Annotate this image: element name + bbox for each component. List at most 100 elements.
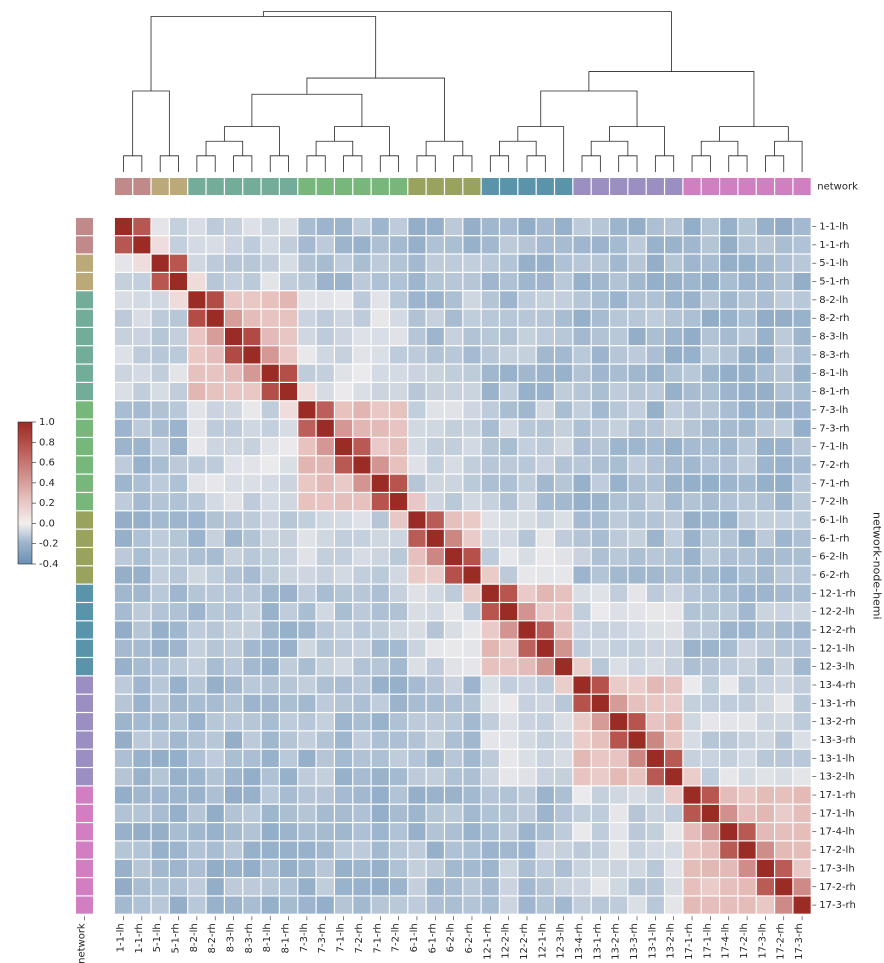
heatmap-cell <box>280 548 297 565</box>
heatmap-cell <box>537 236 554 253</box>
heatmap-cell <box>298 383 315 400</box>
heatmap-cell <box>610 621 627 638</box>
heatmap-cell <box>298 255 315 272</box>
heatmap-cell <box>262 621 279 638</box>
heatmap-cell <box>739 860 756 877</box>
heatmap-cell <box>207 310 224 327</box>
heatmap-cell <box>225 695 242 712</box>
heatmap-cell <box>518 897 535 914</box>
heatmap-cell <box>317 768 334 785</box>
y-tick-label: 8-1-rh <box>819 387 849 398</box>
heatmap-cell <box>133 566 150 583</box>
heatmap-cell <box>280 493 297 510</box>
heatmap-cell <box>794 676 811 693</box>
heatmap-cell <box>463 475 480 492</box>
heatmap-cell <box>537 585 554 602</box>
heatmap-cell <box>152 621 169 638</box>
heatmap-cell <box>152 786 169 803</box>
heatmap-cell <box>133 750 150 767</box>
heatmap-cell <box>152 255 169 272</box>
heatmap-cell <box>372 493 389 510</box>
dendrogram-top <box>124 12 803 172</box>
heatmap-cell <box>610 878 627 895</box>
heatmap-cell <box>207 897 224 914</box>
heatmap-cell <box>170 255 187 272</box>
heatmap-cell <box>702 566 719 583</box>
heatmap-cell <box>115 566 132 583</box>
heatmap-cell <box>518 768 535 785</box>
heatmap-cell <box>665 878 682 895</box>
heatmap-cell <box>445 603 462 620</box>
y-tick-label: 7-2-lh <box>819 497 848 508</box>
heatmap-cell <box>335 511 352 528</box>
heatmap-cell <box>243 897 260 914</box>
x-tick-label: 17-2-lh <box>739 923 750 958</box>
colorbar-tick-label: -0.2 <box>39 539 59 550</box>
heatmap-cell <box>775 585 792 602</box>
heatmap-cell <box>482 456 499 473</box>
heatmap-cell <box>610 640 627 657</box>
heatmap-cell <box>463 603 480 620</box>
heatmap-cell <box>537 438 554 455</box>
heatmap-cell <box>390 420 407 437</box>
heatmap-cell <box>408 255 425 272</box>
heatmap-cell <box>775 346 792 363</box>
heatmap-cell <box>427 255 444 272</box>
heatmap-cell <box>573 383 590 400</box>
heatmap-cell <box>408 401 425 418</box>
heatmap-cell <box>390 365 407 382</box>
heatmap-cell <box>445 493 462 510</box>
heatmap-cell <box>463 401 480 418</box>
heatmap-cell <box>133 273 150 290</box>
heatmap-cell <box>794 768 811 785</box>
heatmap-cell <box>702 456 719 473</box>
heatmap-cell <box>463 346 480 363</box>
heatmap-cell <box>592 383 609 400</box>
heatmap-cell <box>739 511 756 528</box>
heatmap-cell <box>775 236 792 253</box>
x-tick-label: 12-3-lh <box>556 923 567 958</box>
heatmap-cell <box>243 566 260 583</box>
heatmap-cell <box>243 365 260 382</box>
heatmap-cell <box>225 273 242 290</box>
heatmap-cell <box>500 236 517 253</box>
heatmap-cell <box>683 860 700 877</box>
heatmap-cell <box>408 530 425 547</box>
heatmap-cell <box>317 676 334 693</box>
heatmap-cell <box>280 878 297 895</box>
heatmap-cell <box>628 401 645 418</box>
heatmap-cell <box>592 842 609 859</box>
heatmap-cell <box>775 291 792 308</box>
heatmap-cell <box>262 236 279 253</box>
heatmap-cell <box>463 291 480 308</box>
heatmap-cell <box>683 621 700 638</box>
heatmap-cell <box>280 695 297 712</box>
heatmap-cell <box>463 456 480 473</box>
heatmap-cell <box>628 585 645 602</box>
heatmap-cell <box>335 603 352 620</box>
heatmap-cell <box>372 878 389 895</box>
heatmap-cell <box>152 878 169 895</box>
heatmap-cell <box>573 585 590 602</box>
heatmap-cell <box>794 566 811 583</box>
heatmap-cell <box>775 603 792 620</box>
heatmap-cell <box>152 236 169 253</box>
heatmap-cell <box>757 383 774 400</box>
heatmap-cell <box>427 750 444 767</box>
heatmap-cell <box>262 805 279 822</box>
heatmap-cell <box>225 897 242 914</box>
heatmap-cell <box>537 273 554 290</box>
heatmap-cell <box>280 328 297 345</box>
heatmap-cell <box>739 438 756 455</box>
heatmap-cell <box>445 438 462 455</box>
heatmap-cell <box>518 530 535 547</box>
heatmap-cell <box>794 475 811 492</box>
heatmap-cell <box>317 255 334 272</box>
heatmap-cell <box>757 676 774 693</box>
heatmap-cell <box>427 273 444 290</box>
heatmap-cell <box>207 603 224 620</box>
heatmap-cell <box>262 897 279 914</box>
heatmap-cell <box>720 566 737 583</box>
heatmap-cell <box>628 291 645 308</box>
heatmap-cell <box>592 603 609 620</box>
